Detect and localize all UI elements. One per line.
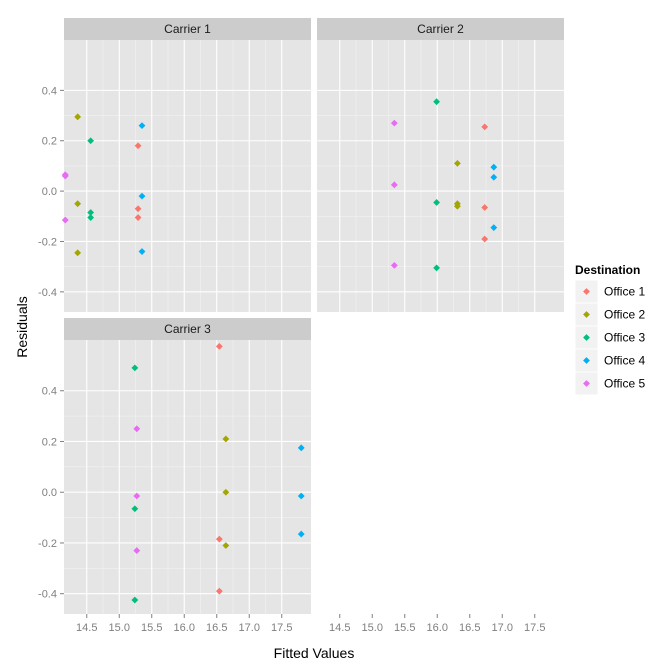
y-tick-label: -0.4 [38, 287, 57, 299]
data-point [134, 214, 142, 221]
y-tick-label: 0.2 [42, 436, 57, 448]
legend-key-symbol [583, 288, 590, 295]
facet-strip [64, 318, 311, 340]
data-point [490, 224, 498, 232]
data-point [87, 137, 95, 145]
legend: Destination Office 1 Office 2 Office 3 Offic… [574, 263, 645, 396]
facet-panel: Carrier 1 [61, 18, 311, 312]
panel-background [317, 40, 564, 312]
data-point [481, 123, 489, 131]
facet-strip-label: Carrier 2 [417, 22, 464, 36]
panel-background [64, 340, 311, 614]
x-tick-label: 15.0 [362, 622, 383, 634]
legend-key-symbol [583, 357, 590, 364]
x-tick-label: 14.5 [76, 622, 97, 634]
x-tick-label: 16.5 [206, 622, 227, 634]
legend-key-symbol [583, 334, 590, 341]
x-tick-label: 17.0 [239, 622, 260, 634]
facet-panel: Carrier 2 [317, 18, 564, 312]
data-point [133, 425, 141, 433]
data-point [481, 204, 489, 211]
data-point [133, 547, 141, 554]
data-point [433, 199, 440, 206]
data-point [134, 205, 142, 213]
data-point [134, 142, 142, 150]
data-point [297, 530, 305, 538]
y-tick-label: -0.2 [38, 538, 57, 550]
x-tick-label: 17.5 [271, 622, 292, 634]
data-point [433, 98, 440, 106]
data-point [222, 435, 230, 443]
data-point [87, 209, 95, 216]
y-tick-label: 0.4 [42, 386, 57, 398]
x-tick-label: 15.5 [394, 622, 415, 634]
data-point [61, 216, 69, 224]
facet-strip [317, 18, 564, 40]
data-point [74, 200, 82, 208]
data-point [222, 488, 230, 496]
data-point [215, 342, 223, 350]
x-tick-label: 16.5 [459, 622, 480, 634]
data-point [433, 264, 440, 272]
data-point [390, 181, 398, 189]
data-point [390, 262, 398, 269]
data-point [222, 542, 230, 549]
legend-key-symbol [583, 311, 590, 318]
data-point [215, 587, 223, 595]
legend-label: Office 2 [604, 308, 645, 322]
data-point [131, 505, 139, 513]
data-point [138, 122, 146, 130]
x-tick-label: 16.0 [174, 622, 195, 634]
legend-title: Destination [575, 263, 640, 277]
y-tick-label: 0.0 [42, 186, 57, 198]
panel-background [64, 40, 311, 312]
facet-strip [64, 18, 311, 40]
y-tick-label: -0.2 [38, 236, 57, 248]
y-tick-label: 0.0 [42, 487, 57, 499]
data-point [297, 444, 305, 452]
data-point [131, 596, 139, 604]
data-point [138, 248, 146, 255]
x-tick-label: 15.5 [141, 622, 162, 634]
data-point [215, 535, 223, 543]
legend-label: Office 1 [604, 285, 645, 299]
data-point [131, 364, 139, 372]
y-tick-label: 0.2 [42, 136, 57, 148]
facet-strip-label: Carrier 3 [164, 322, 211, 336]
x-tick-label: 17.5 [524, 622, 545, 634]
data-point [297, 492, 305, 500]
data-point [390, 119, 398, 127]
data-point [454, 160, 461, 167]
data-point [87, 214, 95, 221]
y-axis-title: Residuals [14, 296, 30, 357]
x-tick-label: 15.0 [109, 622, 130, 634]
x-tick-label: 14.5 [329, 622, 350, 634]
legend-label: Office 4 [604, 354, 645, 368]
legend-label: Office 3 [604, 331, 645, 345]
data-point [490, 163, 498, 171]
data-point [454, 202, 461, 210]
legend-label: Office 5 [604, 377, 645, 391]
data-point [490, 173, 498, 181]
y-tick-label: -0.4 [38, 589, 57, 601]
data-point [61, 172, 69, 180]
legend-key-symbol [583, 380, 590, 387]
data-point [138, 192, 146, 200]
y-tick-label: 0.4 [42, 85, 57, 97]
data-point [74, 249, 82, 257]
x-tick-label: 17.0 [492, 622, 513, 634]
facet-strip-label: Carrier 1 [164, 22, 211, 36]
data-point [133, 492, 141, 500]
data-point [74, 113, 82, 121]
facet-panel: Carrier 3 [64, 318, 311, 614]
data-point [481, 235, 489, 243]
x-axis-title: Fitted Values [274, 645, 355, 661]
x-tick-label: 16.0 [427, 622, 448, 634]
